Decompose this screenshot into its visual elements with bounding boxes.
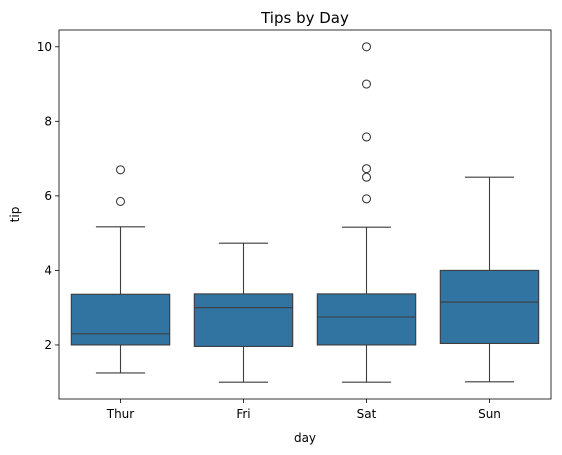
outlier-point <box>115 196 126 207</box>
y-tick-label: 6 <box>44 189 52 203</box>
chart-title: Tips by Day <box>260 9 349 27</box>
y-axis: 2 4 6 8 10 <box>37 40 59 352</box>
outlier-point <box>361 42 372 52</box>
outlier-point <box>115 165 126 175</box>
outlier-point <box>361 194 372 204</box>
y-tick-label: 4 <box>44 263 52 277</box>
x-axis: Thur Fri Sat Sun <box>106 399 501 421</box>
iqr-box <box>70 293 171 346</box>
y-tick-label: 2 <box>44 338 52 352</box>
y-axis-label: tip <box>8 207 22 223</box>
box-group-thur <box>70 165 171 374</box>
box-group-sun <box>439 176 540 383</box>
box-group-fri <box>193 242 294 383</box>
y-tick-label: 8 <box>44 114 52 128</box>
plot-frame <box>58 29 552 400</box>
plot-area <box>70 42 540 383</box>
outlier-point <box>361 172 372 182</box>
x-axis-label: day <box>294 431 316 445</box>
x-tick-label: Fri <box>236 407 250 421</box>
outlier-point <box>361 132 372 142</box>
x-tick-label: Sat <box>357 407 377 421</box>
box-group-sat <box>316 42 417 383</box>
y-tick-label: 10 <box>37 40 52 54</box>
outlier-point <box>361 164 372 174</box>
iqr-box <box>439 269 540 345</box>
x-tick-label: Thur <box>106 407 135 421</box>
iqr-box <box>316 293 417 346</box>
x-tick-label: Sun <box>478 407 501 421</box>
outlier-point <box>361 79 372 89</box>
iqr-box <box>193 293 294 347</box>
